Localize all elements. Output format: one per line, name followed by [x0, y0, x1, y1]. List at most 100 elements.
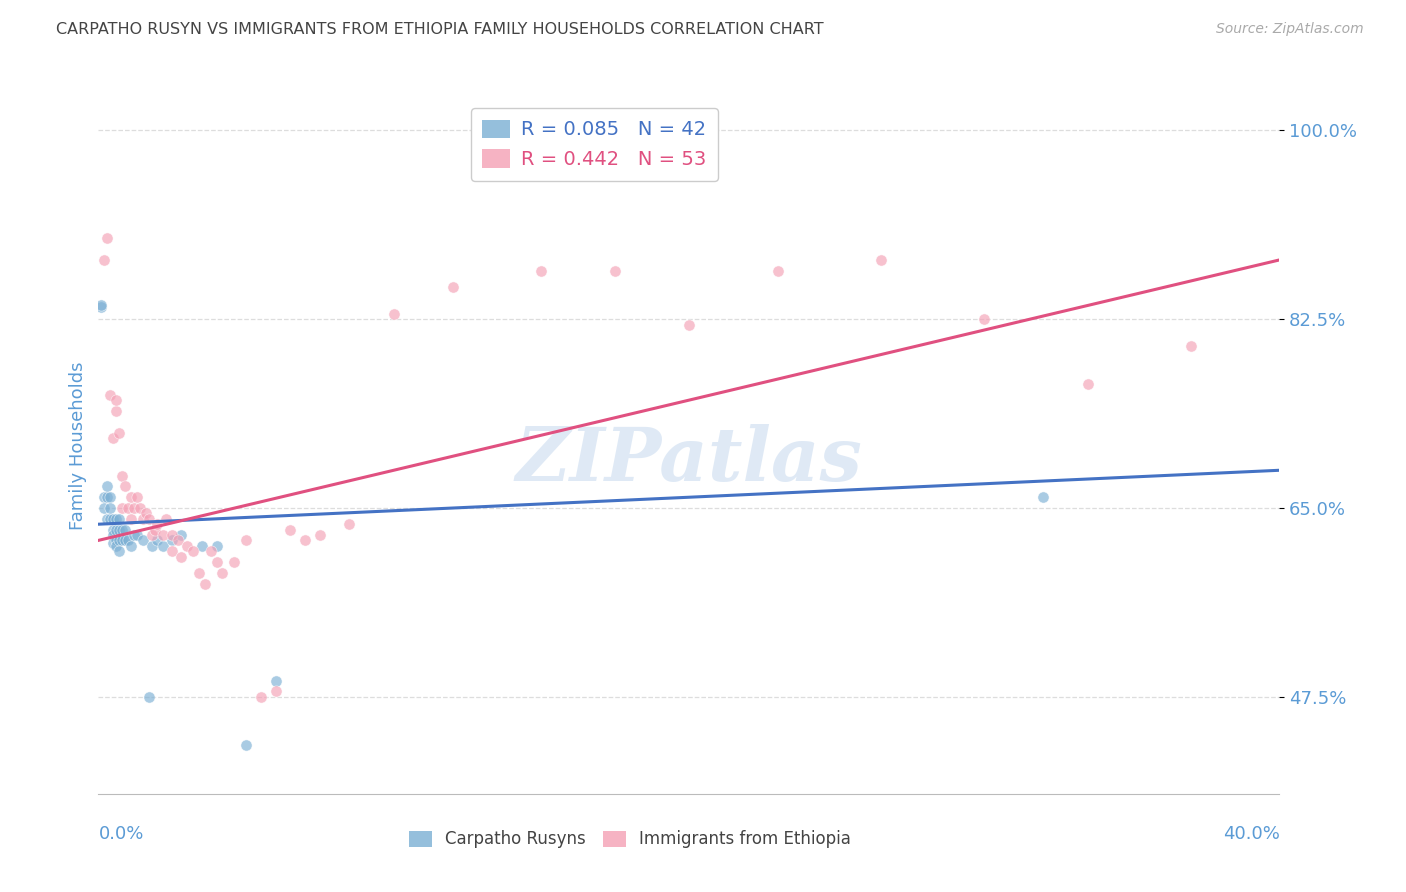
- Point: [98, 388, 121, 402]
- Point: [441, 280, 464, 294]
- Point: [132, 533, 155, 548]
- Point: [205, 555, 228, 569]
- Point: [111, 523, 134, 537]
- Point: [93, 490, 115, 504]
- Point: [114, 523, 136, 537]
- Point: [337, 517, 360, 532]
- Point: [766, 263, 789, 277]
- Point: [117, 501, 139, 516]
- Point: [162, 544, 183, 558]
- Point: [143, 523, 166, 537]
- Point: [103, 535, 125, 549]
- Point: [96, 490, 118, 504]
- Point: [98, 501, 121, 516]
- Point: [167, 533, 190, 548]
- Point: [250, 690, 273, 704]
- Point: [170, 549, 193, 564]
- Point: [146, 533, 169, 548]
- Point: [146, 517, 169, 532]
- Point: [235, 739, 257, 753]
- Point: [211, 566, 233, 580]
- Point: [135, 507, 157, 521]
- Point: [103, 528, 125, 542]
- Point: [382, 307, 405, 321]
- Point: [103, 512, 125, 526]
- Point: [1032, 490, 1054, 504]
- Point: [108, 512, 131, 526]
- Point: [93, 501, 115, 516]
- Point: [105, 533, 128, 548]
- Point: [125, 490, 148, 504]
- Point: [205, 539, 228, 553]
- Point: [224, 555, 246, 569]
- Point: [114, 533, 136, 548]
- Point: [973, 312, 995, 326]
- Point: [108, 425, 131, 440]
- Point: [170, 528, 193, 542]
- Point: [191, 539, 214, 553]
- Point: [138, 690, 160, 704]
- Point: [120, 539, 142, 553]
- Point: [122, 528, 145, 542]
- Point: [111, 501, 134, 516]
- Point: [155, 512, 177, 526]
- Point: [605, 263, 627, 277]
- Point: [278, 523, 302, 537]
- Point: [98, 512, 121, 526]
- Point: [152, 539, 174, 553]
- Point: [141, 539, 163, 553]
- Point: [309, 528, 332, 542]
- Point: [162, 533, 183, 548]
- Point: [138, 512, 160, 526]
- Point: [678, 318, 700, 332]
- Point: [194, 576, 217, 591]
- Point: [98, 490, 121, 504]
- Point: [108, 523, 131, 537]
- Point: [117, 533, 139, 548]
- Point: [105, 404, 128, 418]
- Point: [114, 479, 136, 493]
- Point: [90, 301, 112, 315]
- Point: [96, 512, 118, 526]
- Point: [162, 528, 183, 542]
- Text: CARPATHO RUSYN VS IMMIGRANTS FROM ETHIOPIA FAMILY HOUSEHOLDS CORRELATION CHART: CARPATHO RUSYN VS IMMIGRANTS FROM ETHIOP…: [56, 22, 824, 37]
- Point: [103, 523, 125, 537]
- Point: [108, 544, 131, 558]
- Text: ZIPatlas: ZIPatlas: [516, 424, 862, 496]
- Point: [187, 566, 209, 580]
- Point: [530, 263, 553, 277]
- Point: [103, 431, 125, 445]
- Point: [105, 539, 128, 553]
- Text: 0.0%: 0.0%: [98, 825, 143, 843]
- Point: [1077, 376, 1099, 391]
- Point: [111, 468, 134, 483]
- Y-axis label: Family Households: Family Households: [69, 362, 87, 530]
- Point: [869, 252, 891, 267]
- Point: [108, 533, 131, 548]
- Point: [128, 501, 150, 516]
- Point: [105, 512, 128, 526]
- Point: [132, 512, 155, 526]
- Point: [111, 533, 134, 548]
- Text: Source: ZipAtlas.com: Source: ZipAtlas.com: [1216, 22, 1364, 37]
- Point: [141, 528, 163, 542]
- Point: [125, 528, 148, 542]
- Point: [1180, 339, 1202, 353]
- Point: [152, 528, 174, 542]
- Point: [235, 533, 257, 548]
- Point: [264, 684, 287, 698]
- Point: [96, 479, 118, 493]
- Point: [96, 231, 118, 245]
- Point: [105, 523, 128, 537]
- Point: [200, 544, 222, 558]
- Point: [181, 544, 204, 558]
- Point: [105, 393, 128, 408]
- Point: [264, 673, 287, 688]
- Point: [120, 490, 142, 504]
- Point: [120, 512, 142, 526]
- Point: [93, 252, 115, 267]
- Text: 40.0%: 40.0%: [1223, 825, 1279, 843]
- Legend: Carpatho Rusyns, Immigrants from Ethiopia: Carpatho Rusyns, Immigrants from Ethiopi…: [402, 824, 858, 855]
- Point: [90, 298, 112, 312]
- Point: [294, 533, 316, 548]
